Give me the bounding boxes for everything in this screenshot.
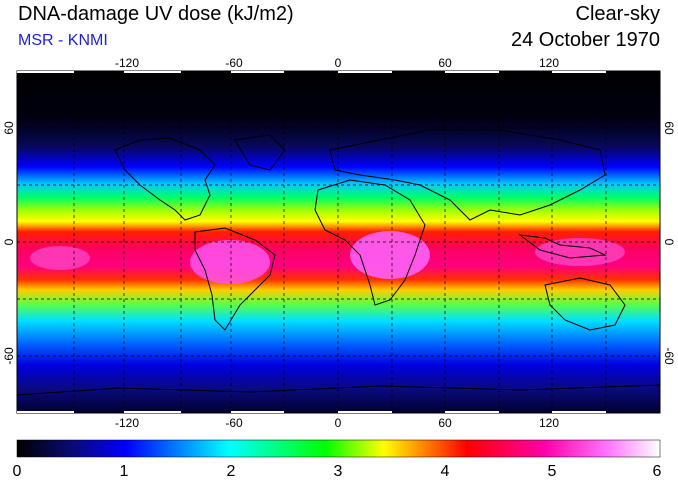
date-label: 24 October 1970 [511,29,660,51]
graticule [17,71,660,413]
source-label: MSR - KNMI [18,32,108,49]
lon-tick-label: -60 [225,56,243,70]
coastlines [16,129,661,396]
lat-ticks-left: 60 0 -60 [2,121,16,365]
north-america-outline [114,137,216,221]
lat-ticks-right: 60 0 -60 [662,121,676,365]
eurasia-outline [329,129,606,221]
map-title: DNA-damage UV dose (kJ/m2) [18,3,294,25]
colorbar-label: 2 [227,463,236,480]
lat-tick-label: 0 [662,239,676,246]
greenland-outline [234,134,286,171]
colorbar-label: 3 [334,463,343,480]
colorbar-label: 0 [13,463,22,480]
colorbar-label: 4 [441,463,450,480]
lat-tick-label: 60 [2,121,16,135]
lat-tick-label: 60 [662,121,676,135]
lon-tick-label: -120 [115,56,139,70]
africa-outline [314,179,426,306]
lon-tick-label: 120 [539,56,559,70]
sky-condition-label: Clear-sky [575,3,660,25]
lon-ticks-top: -120 -60 0 60 120 [115,56,559,70]
australia-outline [544,277,626,331]
lon-ticks-bottom: -120 -60 0 60 120 [115,416,559,430]
colorbar [16,439,661,458]
lon-tick-label: 0 [335,416,342,430]
colorbar-label: 5 [548,463,557,480]
lon-tick-label: -60 [225,416,243,430]
colorbar-label: 6 [653,463,662,480]
colorbar-label: 1 [120,463,129,480]
lon-tick-label: 120 [539,416,559,430]
south-america-outline [194,227,276,331]
lon-tick-label: -120 [115,416,139,430]
indonesia-outline [518,234,607,259]
lat-tick-label: 0 [2,238,16,245]
lon-tick-label: 60 [438,416,452,430]
lat-tick-label: -60 [2,347,16,365]
frame-ticks [17,71,606,413]
lon-tick-label: 60 [438,56,452,70]
colorbar-labels: 0 1 2 3 4 5 6 [13,463,662,480]
antarctica-outline [16,384,661,396]
lat-tick-label: -60 [662,347,676,365]
lon-tick-label: 0 [335,56,342,70]
